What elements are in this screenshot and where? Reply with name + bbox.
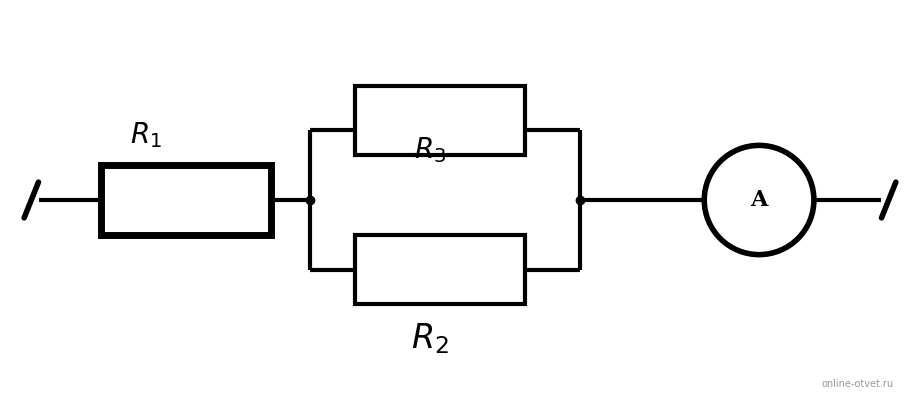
Bar xyxy=(355,86,525,155)
Text: online-otvet.ru: online-otvet.ru xyxy=(822,379,894,389)
Circle shape xyxy=(704,145,814,255)
Text: A: A xyxy=(750,189,768,211)
Bar xyxy=(101,165,271,235)
Text: $R_2$: $R_2$ xyxy=(411,322,449,356)
Bar xyxy=(355,235,525,304)
Text: $R_1$: $R_1$ xyxy=(130,120,162,150)
Text: $R_3$: $R_3$ xyxy=(414,136,447,165)
